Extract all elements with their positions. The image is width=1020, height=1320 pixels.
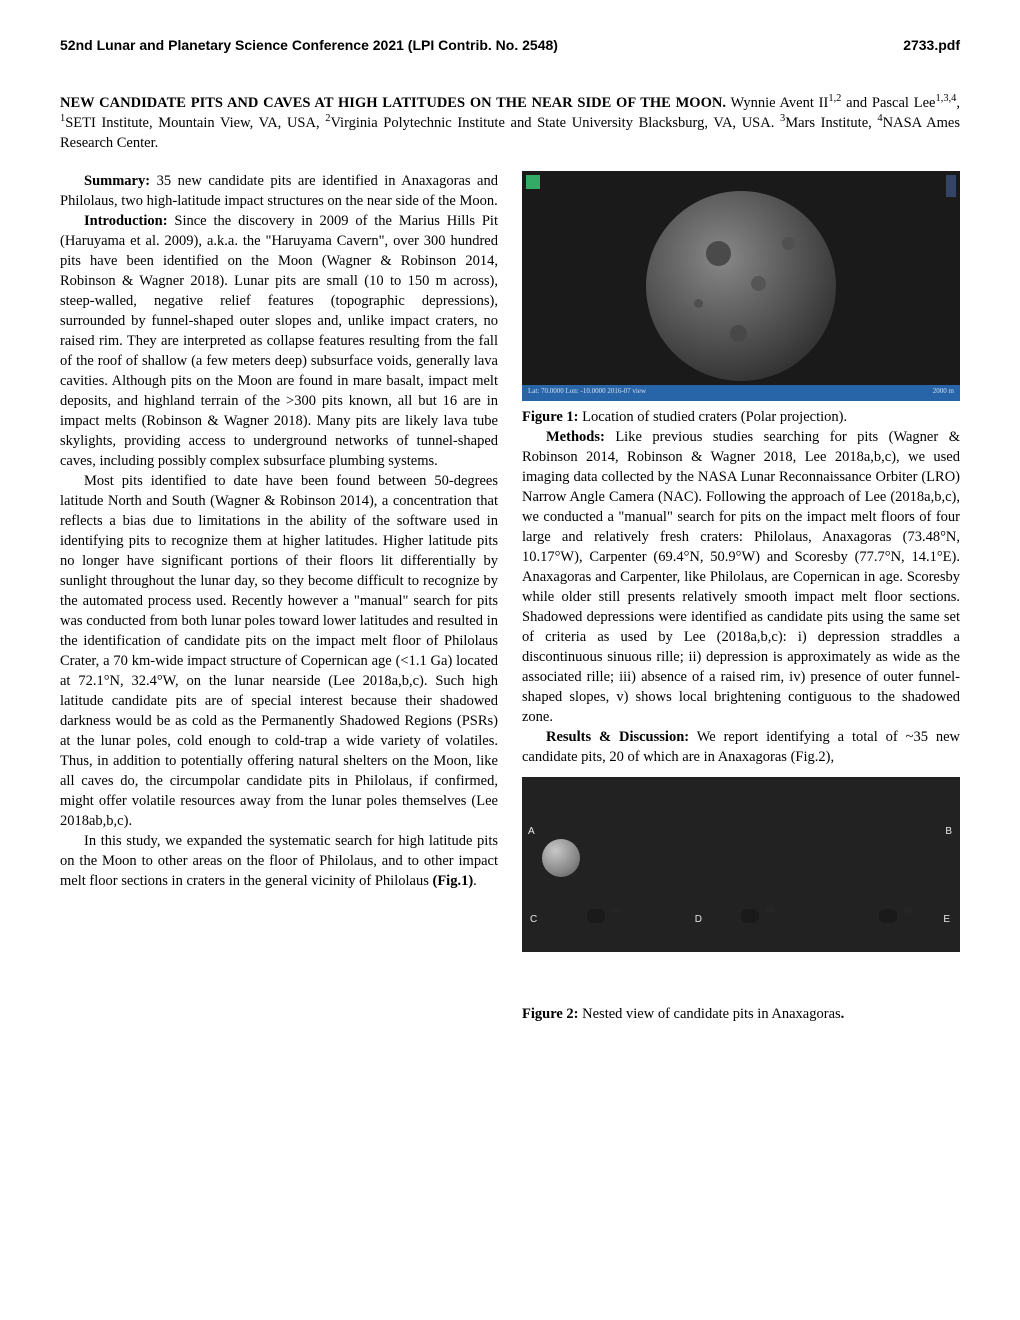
- figure-label: Figure 1:: [522, 409, 579, 425]
- running-header: 52nd Lunar and Planetary Science Confere…: [60, 36, 960, 55]
- figure-1-caption: Figure 1: Location of studied craters (P…: [522, 407, 960, 427]
- panel-label: A: [528, 825, 535, 839]
- figure-label: Figure 2:: [522, 1006, 579, 1022]
- paper-title: NEW CANDIDATE PITS AND CAVES AT HIGH LAT…: [60, 95, 726, 111]
- title-block: NEW CANDIDATE PITS AND CAVES AT HIGH LAT…: [60, 93, 960, 153]
- left-column: Summary: 35 new candidate pits are ident…: [60, 171, 498, 1024]
- intro-paragraph: Introduction: Since the discovery in 200…: [60, 211, 498, 471]
- intro-heading: Introduction:: [84, 213, 168, 229]
- right-column: Lat: 70.0000 Lon: -10.0000 2016-07 view …: [522, 171, 960, 1024]
- doc-number: 2733.pdf: [903, 36, 960, 55]
- figure-ui-icon: [946, 175, 956, 197]
- methods-heading: Methods:: [546, 429, 605, 445]
- conference-name: 52nd Lunar and Planetary Science Confere…: [60, 36, 558, 55]
- moon-polar-render: [646, 191, 836, 381]
- results-paragraph: Results & Discussion: We report identify…: [522, 727, 960, 767]
- figure-2-image: A B C D E: [522, 777, 960, 952]
- figure-ui-icon: [526, 175, 540, 189]
- two-column-body: Summary: 35 new candidate pits are ident…: [60, 171, 960, 1024]
- spacer: [522, 958, 960, 1004]
- methods-paragraph: Methods: Like previous studies searching…: [522, 427, 960, 727]
- panel-label: B: [945, 825, 952, 839]
- results-heading: Results & Discussion:: [546, 729, 689, 745]
- summary-heading: Summary:: [84, 173, 150, 189]
- spacer: [522, 767, 960, 777]
- body-text: .: [473, 873, 477, 889]
- figure-caption-text: Nested view of candidate pits in Anaxago…: [579, 1006, 841, 1022]
- figure-caption-period: .: [841, 1006, 845, 1022]
- body-text: Most pits identified to date have been f…: [60, 473, 498, 829]
- figure-status-bar: Lat: 70.0000 Lon: -10.0000 2016-07 view …: [522, 385, 960, 401]
- panel-label: C: [530, 913, 537, 927]
- figure-1-image: Lat: 70.0000 Lon: -10.0000 2016-07 view …: [522, 171, 960, 401]
- methods-text: Like previous studies searching for pits…: [522, 429, 960, 725]
- fig-ref: (Fig.1): [432, 873, 473, 889]
- figure-scale: 2000 m: [933, 387, 954, 399]
- summary-paragraph: Summary: 35 new candidate pits are ident…: [60, 171, 498, 211]
- body-paragraph: In this study, we expanded the systemati…: [60, 831, 498, 891]
- panel-label: E: [943, 913, 950, 927]
- body-paragraph: Most pits identified to date have been f…: [60, 471, 498, 831]
- panel-label: D: [695, 913, 702, 927]
- figure-2-caption: Figure 2: Nested view of candidate pits …: [522, 1004, 960, 1024]
- figure-caption-text: Location of studied craters (Polar proje…: [579, 409, 848, 425]
- figure-coords: Lat: 70.0000 Lon: -10.0000 2016-07 view: [528, 387, 646, 399]
- intro-text: Since the discovery in 2009 of the Mariu…: [60, 213, 498, 469]
